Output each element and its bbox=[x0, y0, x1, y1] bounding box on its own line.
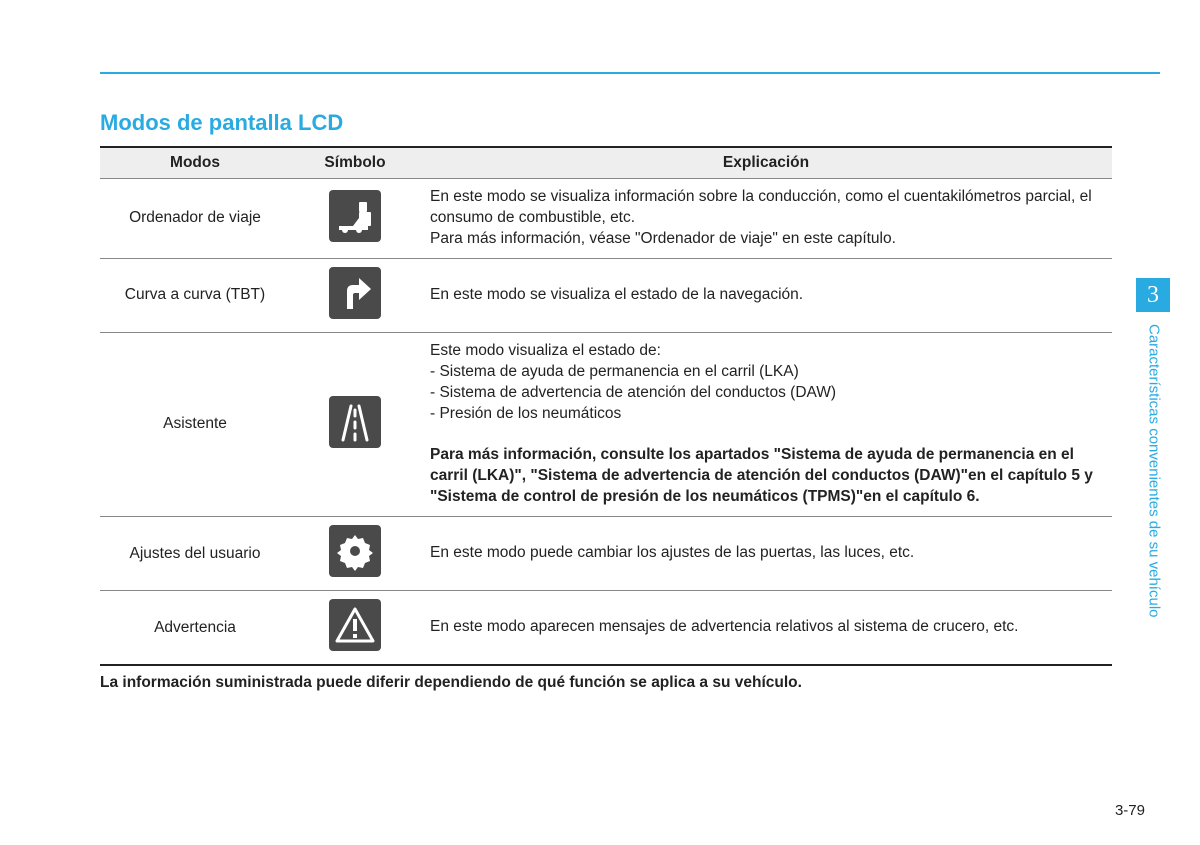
explanation-cell: En este modo aparecen mensajes de advert… bbox=[420, 591, 1112, 666]
gear-icon bbox=[329, 525, 381, 577]
explanation-cell: En este modo puede cambiar los ajustes d… bbox=[420, 517, 1112, 591]
symbol-cell bbox=[290, 258, 420, 332]
lcd-modes-table: Modos Símbolo Explicación Ordenador de v… bbox=[100, 146, 1112, 666]
mode-cell: Ordenador de viaje bbox=[100, 179, 290, 259]
top-rule bbox=[100, 72, 1160, 74]
chapter-number: 3 bbox=[1147, 282, 1159, 309]
warning-icon bbox=[329, 599, 381, 651]
table-row: Asistente Este modo visualiza el estado … bbox=[100, 332, 1112, 516]
explanation-cell: En este modo se visualiza información so… bbox=[420, 179, 1112, 259]
turn-arrow-icon bbox=[329, 267, 381, 319]
table-body: Ordenador de viaje En este modo se visua… bbox=[100, 179, 1112, 666]
lane-assist-icon bbox=[329, 396, 381, 448]
symbol-cell bbox=[290, 179, 420, 259]
table-row: Ordenador de viaje En este modo se visua… bbox=[100, 179, 1112, 259]
page-content: Modos de pantalla LCD Modos Símbolo Expl… bbox=[100, 110, 1112, 692]
explanation-cell: Este modo visualiza el estado de:- Siste… bbox=[420, 332, 1112, 516]
explanation-cell: En este modo se visualiza el estado de l… bbox=[420, 258, 1112, 332]
trip-computer-icon bbox=[329, 190, 381, 242]
page-number: 3-79 bbox=[1115, 802, 1145, 819]
header-simbolo: Símbolo bbox=[290, 147, 420, 179]
table-row: Advertencia En este modo aparecen mensaj… bbox=[100, 591, 1112, 666]
mode-cell: Ajustes del usuario bbox=[100, 517, 290, 591]
symbol-cell bbox=[290, 517, 420, 591]
mode-cell: Asistente bbox=[100, 332, 290, 516]
table-row: Ajustes del usuario En este modo puede c… bbox=[100, 517, 1112, 591]
chapter-tab: 3 bbox=[1136, 278, 1170, 312]
mode-cell: Curva a curva (TBT) bbox=[100, 258, 290, 332]
chapter-label: Características convenientes de su vehíc… bbox=[1139, 320, 1169, 740]
section-title: Modos de pantalla LCD bbox=[100, 110, 1112, 136]
header-explicacion: Explicación bbox=[420, 147, 1112, 179]
symbol-cell bbox=[290, 332, 420, 516]
header-modos: Modos bbox=[100, 147, 290, 179]
table-row: Curva a curva (TBT) En este modo se visua… bbox=[100, 258, 1112, 332]
symbol-cell bbox=[290, 591, 420, 666]
table-header-row: Modos Símbolo Explicación bbox=[100, 147, 1112, 179]
mode-cell: Advertencia bbox=[100, 591, 290, 666]
footnote: La información suministrada puede diferi… bbox=[100, 674, 1112, 692]
